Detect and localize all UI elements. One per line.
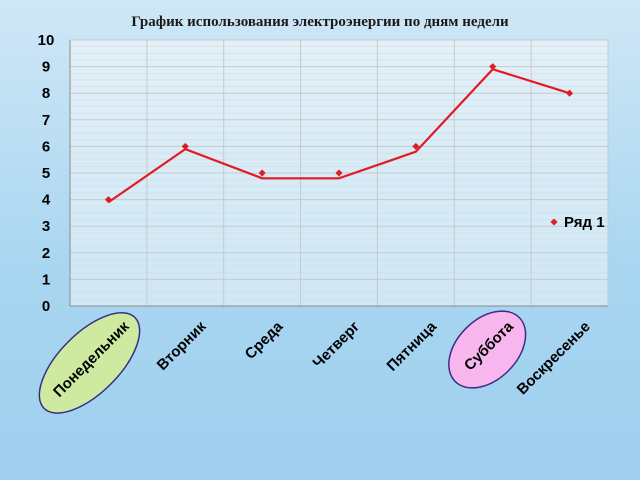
data-point <box>181 142 189 150</box>
y-axis: 0 1 2 3 4 5 6 7 8 9 10 <box>38 32 71 315</box>
gridlines <box>70 39 609 307</box>
data-point <box>335 169 343 177</box>
data-point <box>258 169 266 177</box>
y-tick-label: 0 <box>42 298 50 315</box>
category-highlight-ellipse <box>38 312 141 414</box>
data-point <box>566 89 574 97</box>
x-tick-label: Пятница <box>384 318 441 375</box>
chart-title: График использования электроэнергии по д… <box>131 14 509 30</box>
y-tick-label: 9 <box>42 59 50 76</box>
legend-label: Ряд 1 <box>564 214 605 231</box>
y-tick-label: 6 <box>42 138 50 155</box>
series-layer <box>104 63 574 204</box>
category-highlights <box>38 310 527 414</box>
category-highlight-ellipse <box>448 310 527 389</box>
x-tick-label: Среда <box>242 318 287 363</box>
y-tick-label: 10 <box>38 32 55 49</box>
y-tick-label: 8 <box>42 85 50 102</box>
y-tick-label: 7 <box>42 112 50 129</box>
data-point <box>104 196 112 204</box>
legend-marker <box>550 218 558 226</box>
y-tick-label: 2 <box>42 245 50 262</box>
legend: Ряд 1 <box>550 214 605 231</box>
x-tick-label: Четверг <box>310 318 364 372</box>
data-point <box>489 63 497 71</box>
y-tick-label: 1 <box>42 271 50 288</box>
y-tick-label: 4 <box>42 192 51 209</box>
data-point <box>412 142 420 150</box>
y-tick-label: 3 <box>42 218 50 235</box>
x-tick-label: Вторник <box>154 318 210 374</box>
y-tick-label: 5 <box>42 165 50 182</box>
